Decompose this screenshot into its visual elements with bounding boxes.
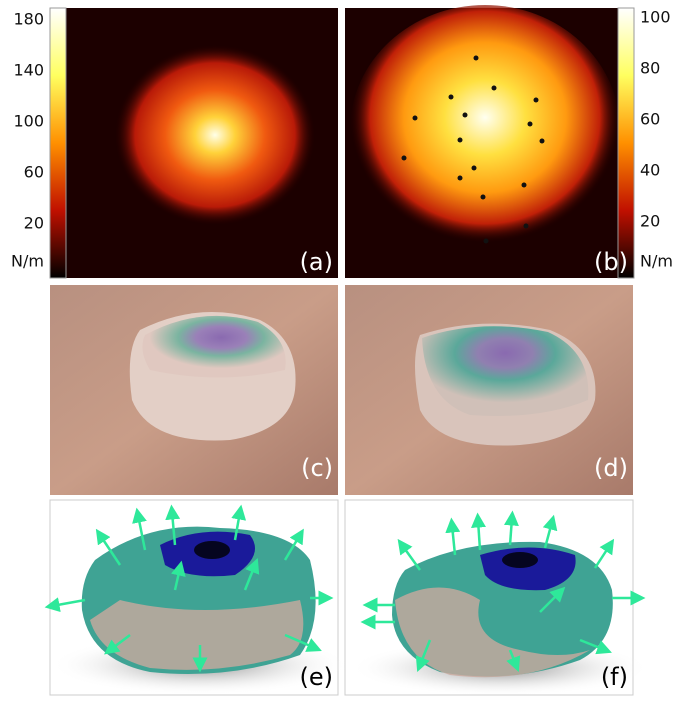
peak [502,552,538,568]
arrow [231,504,247,541]
colorbar-tick-label: 20 [24,214,44,233]
dot [521,182,527,188]
arrow [503,510,519,546]
dot [448,94,454,100]
dot [491,85,497,91]
arrow [243,558,260,591]
colorbar-tick-label: 80 [640,59,660,78]
colorbar-tick-label: 140 [13,61,44,80]
dot [401,155,407,161]
colorbar-tick-label: 60 [24,163,44,182]
arrow [542,514,558,549]
dot [457,175,463,181]
arrow [165,504,181,546]
dot [533,97,539,103]
sensor-dots [401,55,545,244]
colorbar [617,7,635,279]
colorbar-tick-label: 180 [13,10,44,29]
colorbar-tick-label: 20 [640,212,660,231]
dot [471,165,477,171]
arrow [579,638,612,655]
dot [523,223,529,229]
panel-label: (d) [594,454,628,482]
arrow [132,507,147,551]
dot [473,55,479,61]
panel-label: (b) [594,248,628,276]
peak [194,541,230,559]
panel-label: (c) [301,454,333,482]
dot [457,137,463,143]
dot [412,115,418,121]
colorbar-tick-label: 100 [640,8,671,27]
colorbar-unit: N/m [11,252,44,271]
colorbar [49,7,67,279]
colorbar-tick-label: 40 [640,161,660,180]
arrow [44,597,86,613]
force-arrows [360,510,646,672]
arrow [415,639,432,672]
dot [483,238,489,244]
skin-tone [90,600,304,670]
colorbar-tick-label: 60 [640,110,660,129]
arrow [95,528,122,566]
panel-label: (a) [300,248,333,276]
dot [527,121,533,127]
heat-blob [350,5,620,255]
arrow [593,538,615,569]
dot [462,112,468,118]
arrow [397,538,422,571]
overlay [142,315,286,378]
arrow [283,528,304,561]
force-arrows [44,504,334,673]
arrow [104,634,131,655]
heat-blob [115,45,315,225]
dot [539,138,545,144]
arrow [284,633,322,652]
panel-label: (f) [601,663,628,691]
colorbar-unit: N/m [640,252,673,271]
dot [480,194,486,200]
colorbar-tick-label: 100 [13,112,44,131]
arrow [539,586,566,613]
arrow [445,517,461,556]
skin-tone [395,587,590,678]
arrow [171,560,186,591]
overlay [422,326,589,416]
arrow [506,649,521,672]
panel-label: (e) [300,663,334,691]
arrow [471,512,486,551]
